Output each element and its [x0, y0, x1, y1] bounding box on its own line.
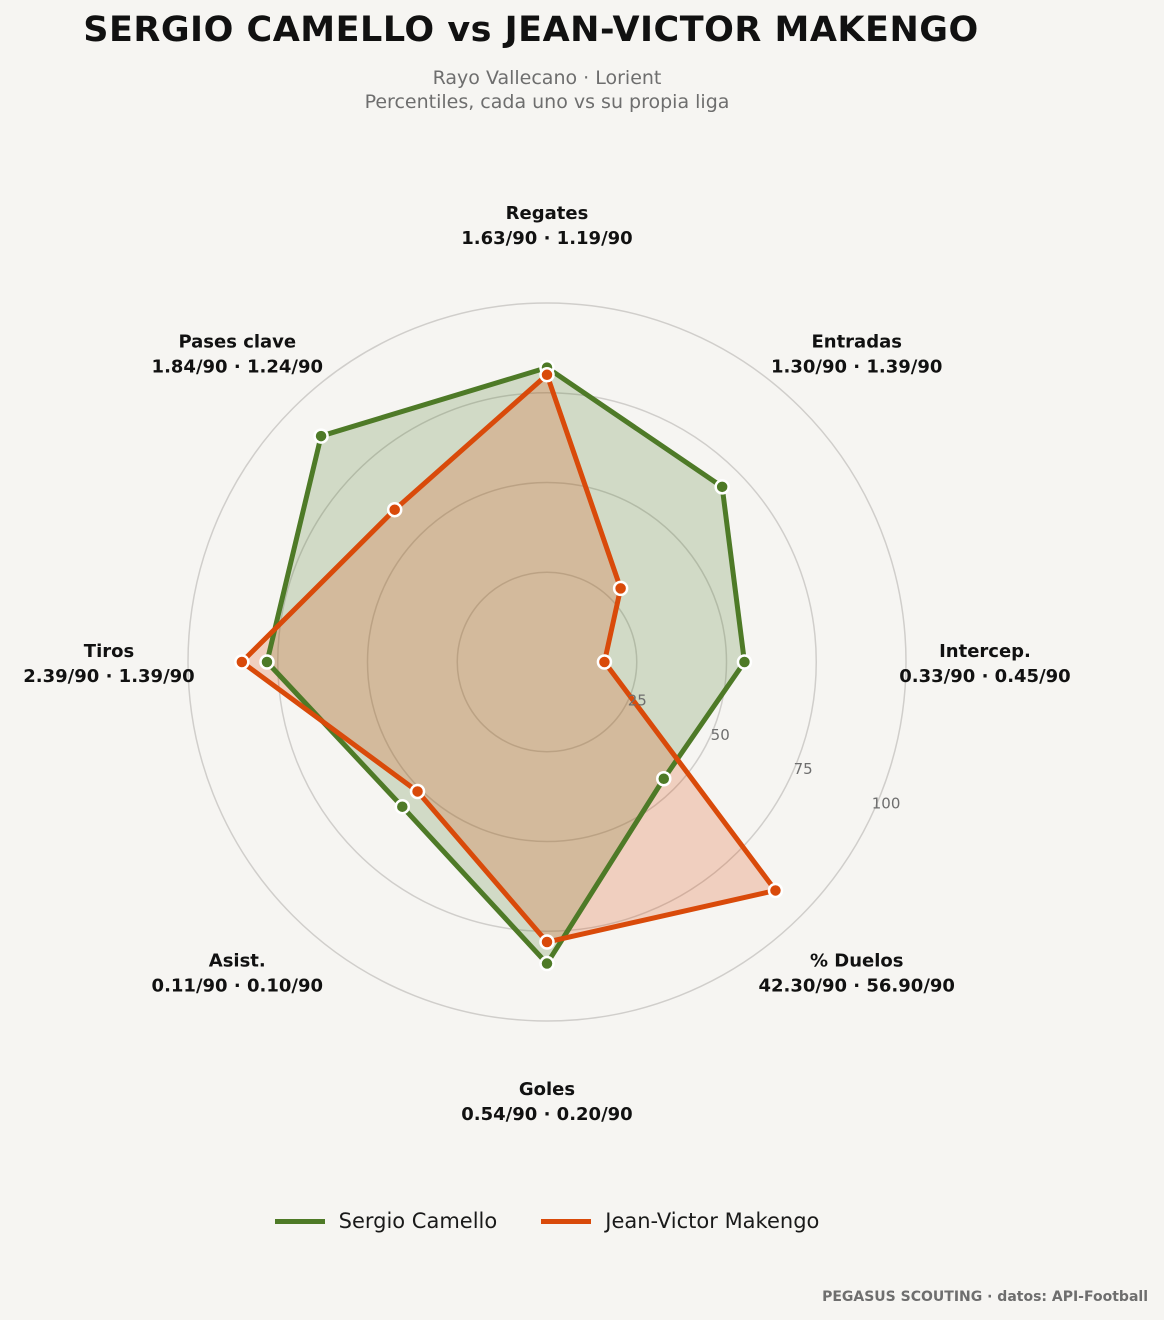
legend: Sergio Camello Jean-Victor Makengo: [0, 1209, 1094, 1233]
axis-label-7: Pases clave: [178, 331, 296, 352]
data-point-1-2: [596, 654, 613, 670]
axis-label-5: Asist.: [209, 951, 266, 972]
data-point-0-1: [714, 479, 730, 495]
ring-label-50: 50: [711, 726, 730, 744]
legend-label: Sergio Camello: [338, 1209, 498, 1233]
axis-label-2: Intercep.: [939, 641, 1031, 662]
legend-label: Jean-Victor Makengo: [605, 1209, 820, 1233]
axis-values-3: 42.30/90 · 56.90/90: [758, 976, 955, 997]
axis-values-5: 0.11/90 · 0.10/90: [152, 976, 323, 997]
ring-75: [277, 392, 817, 932]
axis-values-2: 0.33/90 · 0.45/90: [899, 666, 1070, 687]
data-point-0-2: [736, 654, 753, 670]
ring-label-75: 75: [794, 760, 813, 778]
radar-rings: [187, 302, 907, 1022]
radar-points: [234, 359, 784, 972]
data-point-0-5: [394, 798, 411, 815]
chart-title: SERGIO CAMELLO vs JEAN-VICTOR MAKENGO: [83, 10, 979, 50]
series-area-1: [241, 374, 776, 943]
axis-label-1: Entradas: [811, 331, 901, 352]
data-point-0-6: [259, 654, 275, 670]
axis-label-4: Goles: [519, 1079, 575, 1100]
data-point-1-3: [767, 882, 784, 899]
subtitle-description: Percentiles, cada uno vs su propia liga: [364, 91, 730, 113]
axis-values-4: 0.54/90 · 0.20/90: [461, 1104, 632, 1125]
data-point-1-1: [612, 580, 629, 597]
legend-item-0: Sergio Camello: [274, 1209, 498, 1233]
radar-axis-labels: Regates 1.63/90 · 1.19/90 Entradas 1.30/90 …: [23, 203, 1070, 1125]
axis-values-0: 1.63/90 · 1.19/90: [461, 228, 632, 249]
legend-swatch: [541, 1218, 592, 1224]
ring-label-100: 100: [872, 794, 901, 812]
data-point-0-4: [539, 955, 555, 972]
ring-label-25: 25: [628, 691, 647, 709]
subtitle-teams: Rayo Vallecano · Lorient: [432, 67, 662, 89]
data-point-1-5: [409, 783, 426, 800]
legend-swatch: [274, 1218, 325, 1224]
axis-label-0: Regates: [506, 203, 589, 224]
radar-ring-labels: 25 50 75 100: [628, 691, 901, 812]
data-point-1-6: [234, 654, 250, 670]
data-point-1-0: [539, 367, 555, 383]
ring-25: [456, 571, 638, 753]
data-point-1-7: [386, 501, 403, 518]
chart-subtitle: Rayo Vallecano · Lorient Percentiles, ca…: [0, 66, 1094, 114]
data-point-0-3: [656, 771, 672, 787]
radar-chart: 25 50 75 100 Regates 1.63/90 · 1.19/90 Entrad…: [23, 203, 1070, 1125]
radar-areas: [239, 365, 778, 967]
axis-label-6: Tiros: [84, 641, 134, 662]
axis-label-3: % Duelos: [810, 951, 904, 972]
axis-values-6: 2.39/90 · 1.39/90: [23, 666, 194, 687]
data-point-1-4: [539, 934, 555, 950]
data-point-0-7: [313, 428, 329, 444]
ring-50: [366, 481, 728, 843]
axis-values-1: 1.30/90 · 1.39/90: [771, 356, 942, 377]
footer-credit: PEGASUS SCOUTING · datos: API-Football: [822, 1289, 1148, 1305]
legend-item-1: Jean-Victor Makengo: [541, 1209, 819, 1233]
axis-values-7: 1.84/90 · 1.24/90: [152, 356, 323, 377]
ring-100: [187, 302, 907, 1022]
